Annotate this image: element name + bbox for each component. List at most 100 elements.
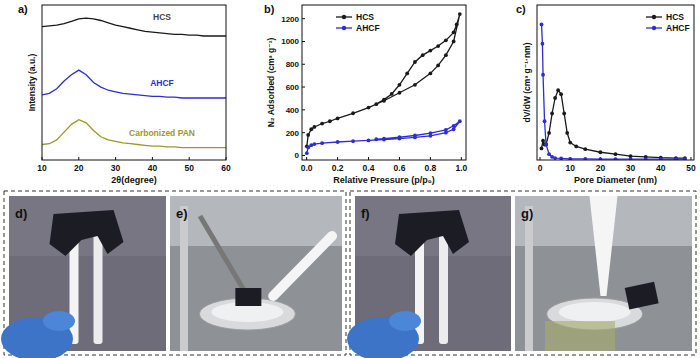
data-point	[382, 98, 386, 102]
data-point	[550, 112, 554, 116]
data-point	[413, 83, 417, 87]
data-point	[452, 40, 456, 44]
data-point	[543, 119, 547, 123]
data-point	[398, 83, 402, 87]
x-tick-label: 0	[538, 163, 543, 173]
tweezers	[200, 216, 247, 296]
x-tick-label: 50	[686, 163, 696, 173]
legend-label: HCS	[356, 12, 374, 22]
y-tick-label: 600	[286, 83, 300, 92]
stand-rod	[525, 206, 533, 351]
data-point	[544, 143, 548, 147]
data-point	[444, 53, 448, 57]
pipette	[590, 196, 618, 296]
data-point	[367, 106, 371, 110]
series-label: Carbonized PAN	[129, 128, 195, 138]
data-point	[444, 128, 448, 132]
panel-label: g)	[521, 206, 533, 221]
plot-frame	[42, 5, 226, 160]
y-axis-label: Intensity (a.u.)	[27, 54, 37, 112]
x-tick-label: 30	[626, 163, 636, 173]
data-point	[559, 157, 563, 160]
data-point	[398, 135, 402, 139]
data-point	[320, 141, 324, 145]
legend-label: AHCF	[666, 23, 690, 33]
pipette	[273, 236, 332, 296]
photo-bg	[515, 196, 692, 351]
x-tick-label: 20	[74, 163, 84, 173]
legend-marker	[652, 15, 656, 19]
data-point	[562, 112, 566, 116]
data-point	[312, 142, 316, 146]
y-tick-label: 1200	[281, 15, 299, 24]
background	[0, 0, 700, 358]
x-tick-label: 40	[148, 163, 158, 173]
figure: a)1020304050602θ(degree)Intensity (a.u.)…	[0, 0, 700, 358]
photo: e)	[170, 196, 342, 351]
data-point	[382, 138, 386, 142]
x-tick-label: 0.4	[363, 163, 375, 173]
legend-label: HCS	[666, 12, 684, 22]
series-label: AHCF	[150, 78, 174, 88]
carbon-film	[50, 210, 124, 256]
panel-label: f)	[361, 206, 370, 221]
dish-water	[559, 302, 631, 322]
data-point	[382, 137, 386, 141]
data-point	[544, 143, 548, 147]
y-tick-label: 1000	[281, 37, 299, 46]
data-point	[405, 71, 409, 75]
data-point	[436, 44, 440, 48]
data-point	[556, 88, 560, 92]
data-point	[429, 131, 433, 135]
series-line	[42, 18, 226, 36]
tweezer-arm	[94, 234, 103, 344]
panel-label: b)	[264, 3, 275, 15]
series-line	[42, 120, 226, 148]
data-point	[559, 92, 563, 96]
x-tick-label: 20	[596, 163, 606, 173]
data-point	[351, 111, 355, 115]
panel-label: a)	[18, 3, 28, 15]
data-point	[374, 102, 378, 106]
page: {"chart_data": [ {"type": "line", "title…	[0, 0, 700, 358]
data-point	[458, 12, 462, 16]
dashed-box	[4, 191, 346, 355]
data-point	[444, 38, 448, 42]
data-point	[455, 22, 459, 26]
data-point	[390, 92, 394, 96]
x-axis-label: Relative Pressure (p/p₀)	[333, 175, 435, 185]
x-tick-label: 10	[37, 163, 47, 173]
panel-label: e)	[176, 206, 188, 221]
data-point	[305, 151, 309, 155]
carbon-film	[625, 282, 659, 310]
y-axis-label: N₂ Adsorbed (cm³ g⁻¹)	[266, 38, 276, 128]
tweezer-arm	[439, 234, 448, 344]
plot-data	[540, 22, 687, 160]
data-point	[540, 146, 544, 150]
photo-bg	[170, 196, 342, 351]
x-tick-label: 1.0	[455, 163, 467, 173]
y-tick-label: 800	[286, 60, 300, 69]
glove-finger	[43, 311, 75, 331]
photo: g)	[515, 196, 692, 351]
data-point	[320, 122, 324, 126]
data-point	[547, 152, 551, 156]
x-axis-label: Pore Diameter (nm)	[574, 175, 657, 185]
chart-panel: a)1020304050602θ(degree)Intensity (a.u.)…	[18, 3, 231, 185]
data-point	[553, 156, 557, 160]
chart-panel: c)01020304050Pore Diameter (nm)dV/dW (cm…	[516, 3, 696, 185]
data-point	[565, 131, 569, 135]
x-tick-label: 40	[656, 163, 666, 173]
dashed-box	[350, 191, 696, 355]
carbon-film	[395, 210, 469, 256]
data-point	[413, 134, 417, 138]
plot-frame	[302, 5, 466, 160]
plot-frame	[537, 5, 694, 160]
stand-rod	[180, 206, 188, 351]
legend-marker	[342, 26, 346, 30]
series-line	[542, 90, 685, 158]
data-point	[614, 152, 618, 156]
data-point	[429, 49, 433, 53]
data-point	[553, 96, 557, 100]
series-line	[42, 70, 226, 98]
